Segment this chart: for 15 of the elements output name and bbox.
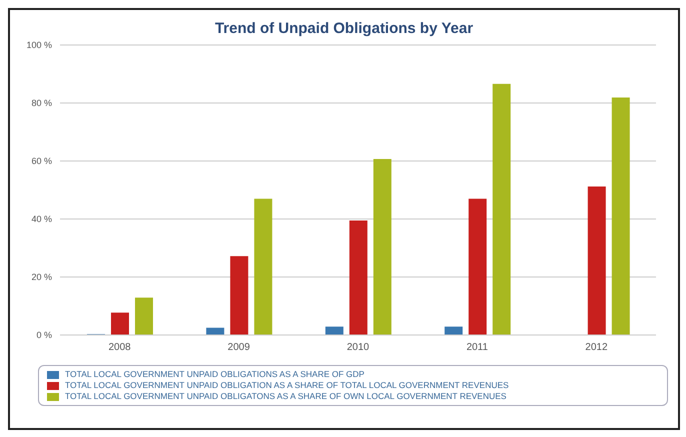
y-tick-label: 20 %: [31, 272, 52, 282]
x-tick-label: 2010: [346, 342, 370, 354]
y-tick-label: 60 %: [31, 156, 52, 166]
legend-label: TOTAL LOCAL GOVERNMENT UNPAID OBLIGATONS AS A SHARE OF OWN LOCAL GOVERNMENT REVENUES: [65, 391, 506, 402]
y-tick-label: 40 %: [31, 214, 52, 224]
chart-title: Trend of Unpaid Obligations by Year: [214, 20, 474, 37]
x-tick-label: 2008: [108, 342, 132, 354]
y-tick-label: 80 %: [31, 98, 52, 108]
legend-label: TOTAL LOCAL GOVERNMENT UNPAID OBLIGATION AS A SHARE OF TOTAL LOCAL GOVERNMENT REVENUES: [65, 380, 509, 391]
legend-label: TOTAL LOCAL GOVERNMENT UNPAID OBLIGATIONS AS A SHARE OF GDP: [65, 369, 364, 380]
y-tick-label: 0 %: [36, 330, 52, 340]
x-tick-label: 2011: [466, 342, 488, 354]
y-tick-label: 100 %: [26, 40, 52, 50]
x-tick-label: 2012: [585, 342, 608, 354]
x-tick-label: 2009: [228, 342, 250, 354]
